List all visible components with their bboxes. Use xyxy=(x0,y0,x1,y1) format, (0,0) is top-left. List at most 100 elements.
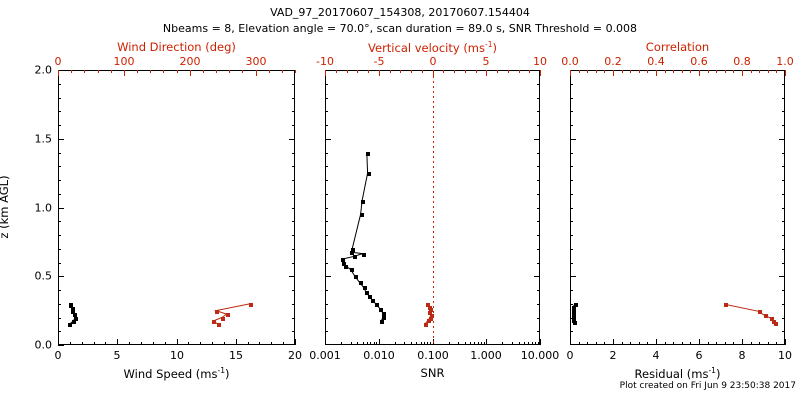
data-point-residual xyxy=(571,309,576,314)
x-axis-top-minor-tick xyxy=(400,70,401,73)
x-axis-top-label: Vertical velocity (ms-1) xyxy=(368,40,497,55)
x-axis-top-label: Wind Direction (deg) xyxy=(117,40,236,54)
x-axis-minor-tick xyxy=(502,342,503,345)
y-axis-tick xyxy=(325,290,328,291)
x-axis-minor-tick xyxy=(248,342,249,345)
x-axis-minor-tick xyxy=(283,342,284,345)
y-axis-tick xyxy=(782,180,785,181)
y-axis-tick xyxy=(782,290,785,291)
data-point-wind-speed xyxy=(72,319,77,324)
y-axis-tick xyxy=(325,207,328,209)
y-axis-tick xyxy=(570,248,573,250)
data-point-wind-speed xyxy=(73,313,77,318)
x-axis-minor-tick xyxy=(519,342,520,345)
data-point-snr xyxy=(353,255,358,260)
y-axis-tick xyxy=(325,317,328,319)
y-axis-tick xyxy=(537,331,540,333)
x-axis-top-minor-tick xyxy=(71,70,72,73)
x-axis-minor-tick xyxy=(427,342,428,345)
x-axis-top-minor-tick xyxy=(768,70,769,73)
y-axis-tick xyxy=(292,221,295,223)
x-axis-top-minor-tick xyxy=(647,70,648,73)
y-axis-tick xyxy=(570,207,573,209)
x-axis-top-minor-tick xyxy=(690,70,691,73)
data-point-snr xyxy=(365,291,369,296)
y-axis-tick xyxy=(292,152,295,154)
x-axis-top-tick xyxy=(256,70,257,76)
x-axis-label: SNR xyxy=(420,366,445,380)
y-axis-tick xyxy=(292,235,295,236)
x-axis-minor-tick xyxy=(424,342,425,345)
x-axis-minor-tick xyxy=(370,342,371,345)
plot-created-footer: Plot created on Fri Jun 9 23:50:38 2017 xyxy=(619,381,796,391)
x-axis-minor-tick xyxy=(94,342,95,345)
y-axis-tick xyxy=(325,262,328,264)
y-axis-tick xyxy=(782,248,785,250)
data-point-snr xyxy=(378,307,383,312)
y-axis-tick xyxy=(782,303,785,305)
x-axis-minor-tick xyxy=(341,342,342,345)
x-axis-top-minor-tick xyxy=(357,70,358,73)
series-lines xyxy=(572,303,776,324)
data-point-residual xyxy=(572,321,577,326)
x-axis-top-minor-tick xyxy=(390,70,391,73)
x-axis-top-tick-label: 100 xyxy=(113,55,135,68)
x-axis-minor-tick xyxy=(129,342,130,345)
data-point-vertical-velocity xyxy=(429,313,434,318)
x-axis-minor-tick xyxy=(587,342,588,345)
y-axis-tick xyxy=(537,152,540,154)
y-axis-tick xyxy=(570,166,573,168)
x-axis-minor-tick xyxy=(165,342,166,345)
x-axis-tick-label: 1.000 xyxy=(470,349,502,362)
data-point-snr xyxy=(362,286,367,291)
x-axis-minor-tick xyxy=(465,342,466,345)
y-axis-minor-tick xyxy=(58,331,61,333)
residual-data-overlay xyxy=(571,71,784,344)
x-axis-tick-label: 4 xyxy=(652,349,660,362)
x-axis-minor-tick xyxy=(351,342,352,345)
y-axis-tick xyxy=(570,125,573,126)
y-axis-tick xyxy=(292,180,295,181)
data-point-residual xyxy=(572,306,577,311)
data-point-snr xyxy=(366,172,371,177)
y-axis-tick xyxy=(782,97,785,99)
y-axis-tick xyxy=(292,193,295,195)
x-axis-minor-tick xyxy=(481,342,482,345)
data-point-snr xyxy=(365,151,370,156)
x-axis-top-minor-tick xyxy=(587,70,588,73)
x-axis-tick-label: 15 xyxy=(229,349,243,362)
y-axis-tick xyxy=(782,331,785,333)
x-axis-top-minor-tick xyxy=(336,70,337,73)
data-point-wind-direction xyxy=(217,323,221,328)
y-axis-tick xyxy=(782,83,785,85)
data-point-residual xyxy=(572,318,577,323)
y-axis-tick xyxy=(325,221,328,223)
y-axis-minor-tick xyxy=(58,290,61,291)
y-axis-minor-tick xyxy=(58,248,61,250)
wind-data-overlay xyxy=(59,71,294,344)
x-axis-minor-tick xyxy=(411,342,412,345)
snr-data-overlay xyxy=(326,71,539,344)
y-axis-tick xyxy=(537,125,540,126)
data-point-snr xyxy=(381,311,386,316)
x-axis-tick-label: 5 xyxy=(113,349,121,362)
x-axis-top-tick-label: 0.6 xyxy=(690,55,708,68)
x-axis-top-minor-tick xyxy=(295,70,296,73)
x-axis-top-minor-tick xyxy=(579,70,580,73)
y-axis-minor-tick xyxy=(58,317,61,319)
data-point-snr xyxy=(350,251,355,256)
y-axis-tick xyxy=(292,262,295,264)
y-axis-tick xyxy=(570,152,573,154)
panel-snr-vertical-velocity xyxy=(325,70,540,345)
x-axis-top-minor-tick xyxy=(708,70,709,73)
x-axis-top-minor-tick xyxy=(163,70,164,73)
data-point-correlation xyxy=(770,317,774,322)
x-axis-top-minor-tick xyxy=(137,70,138,73)
x-axis-tick xyxy=(540,339,541,345)
y-axis-tick xyxy=(779,276,785,278)
data-point-residual xyxy=(573,302,578,307)
x-axis-tick xyxy=(785,339,786,345)
data-point-snr xyxy=(359,213,364,218)
y-axis-minor-tick xyxy=(58,83,61,85)
y-axis-tick xyxy=(782,152,785,154)
